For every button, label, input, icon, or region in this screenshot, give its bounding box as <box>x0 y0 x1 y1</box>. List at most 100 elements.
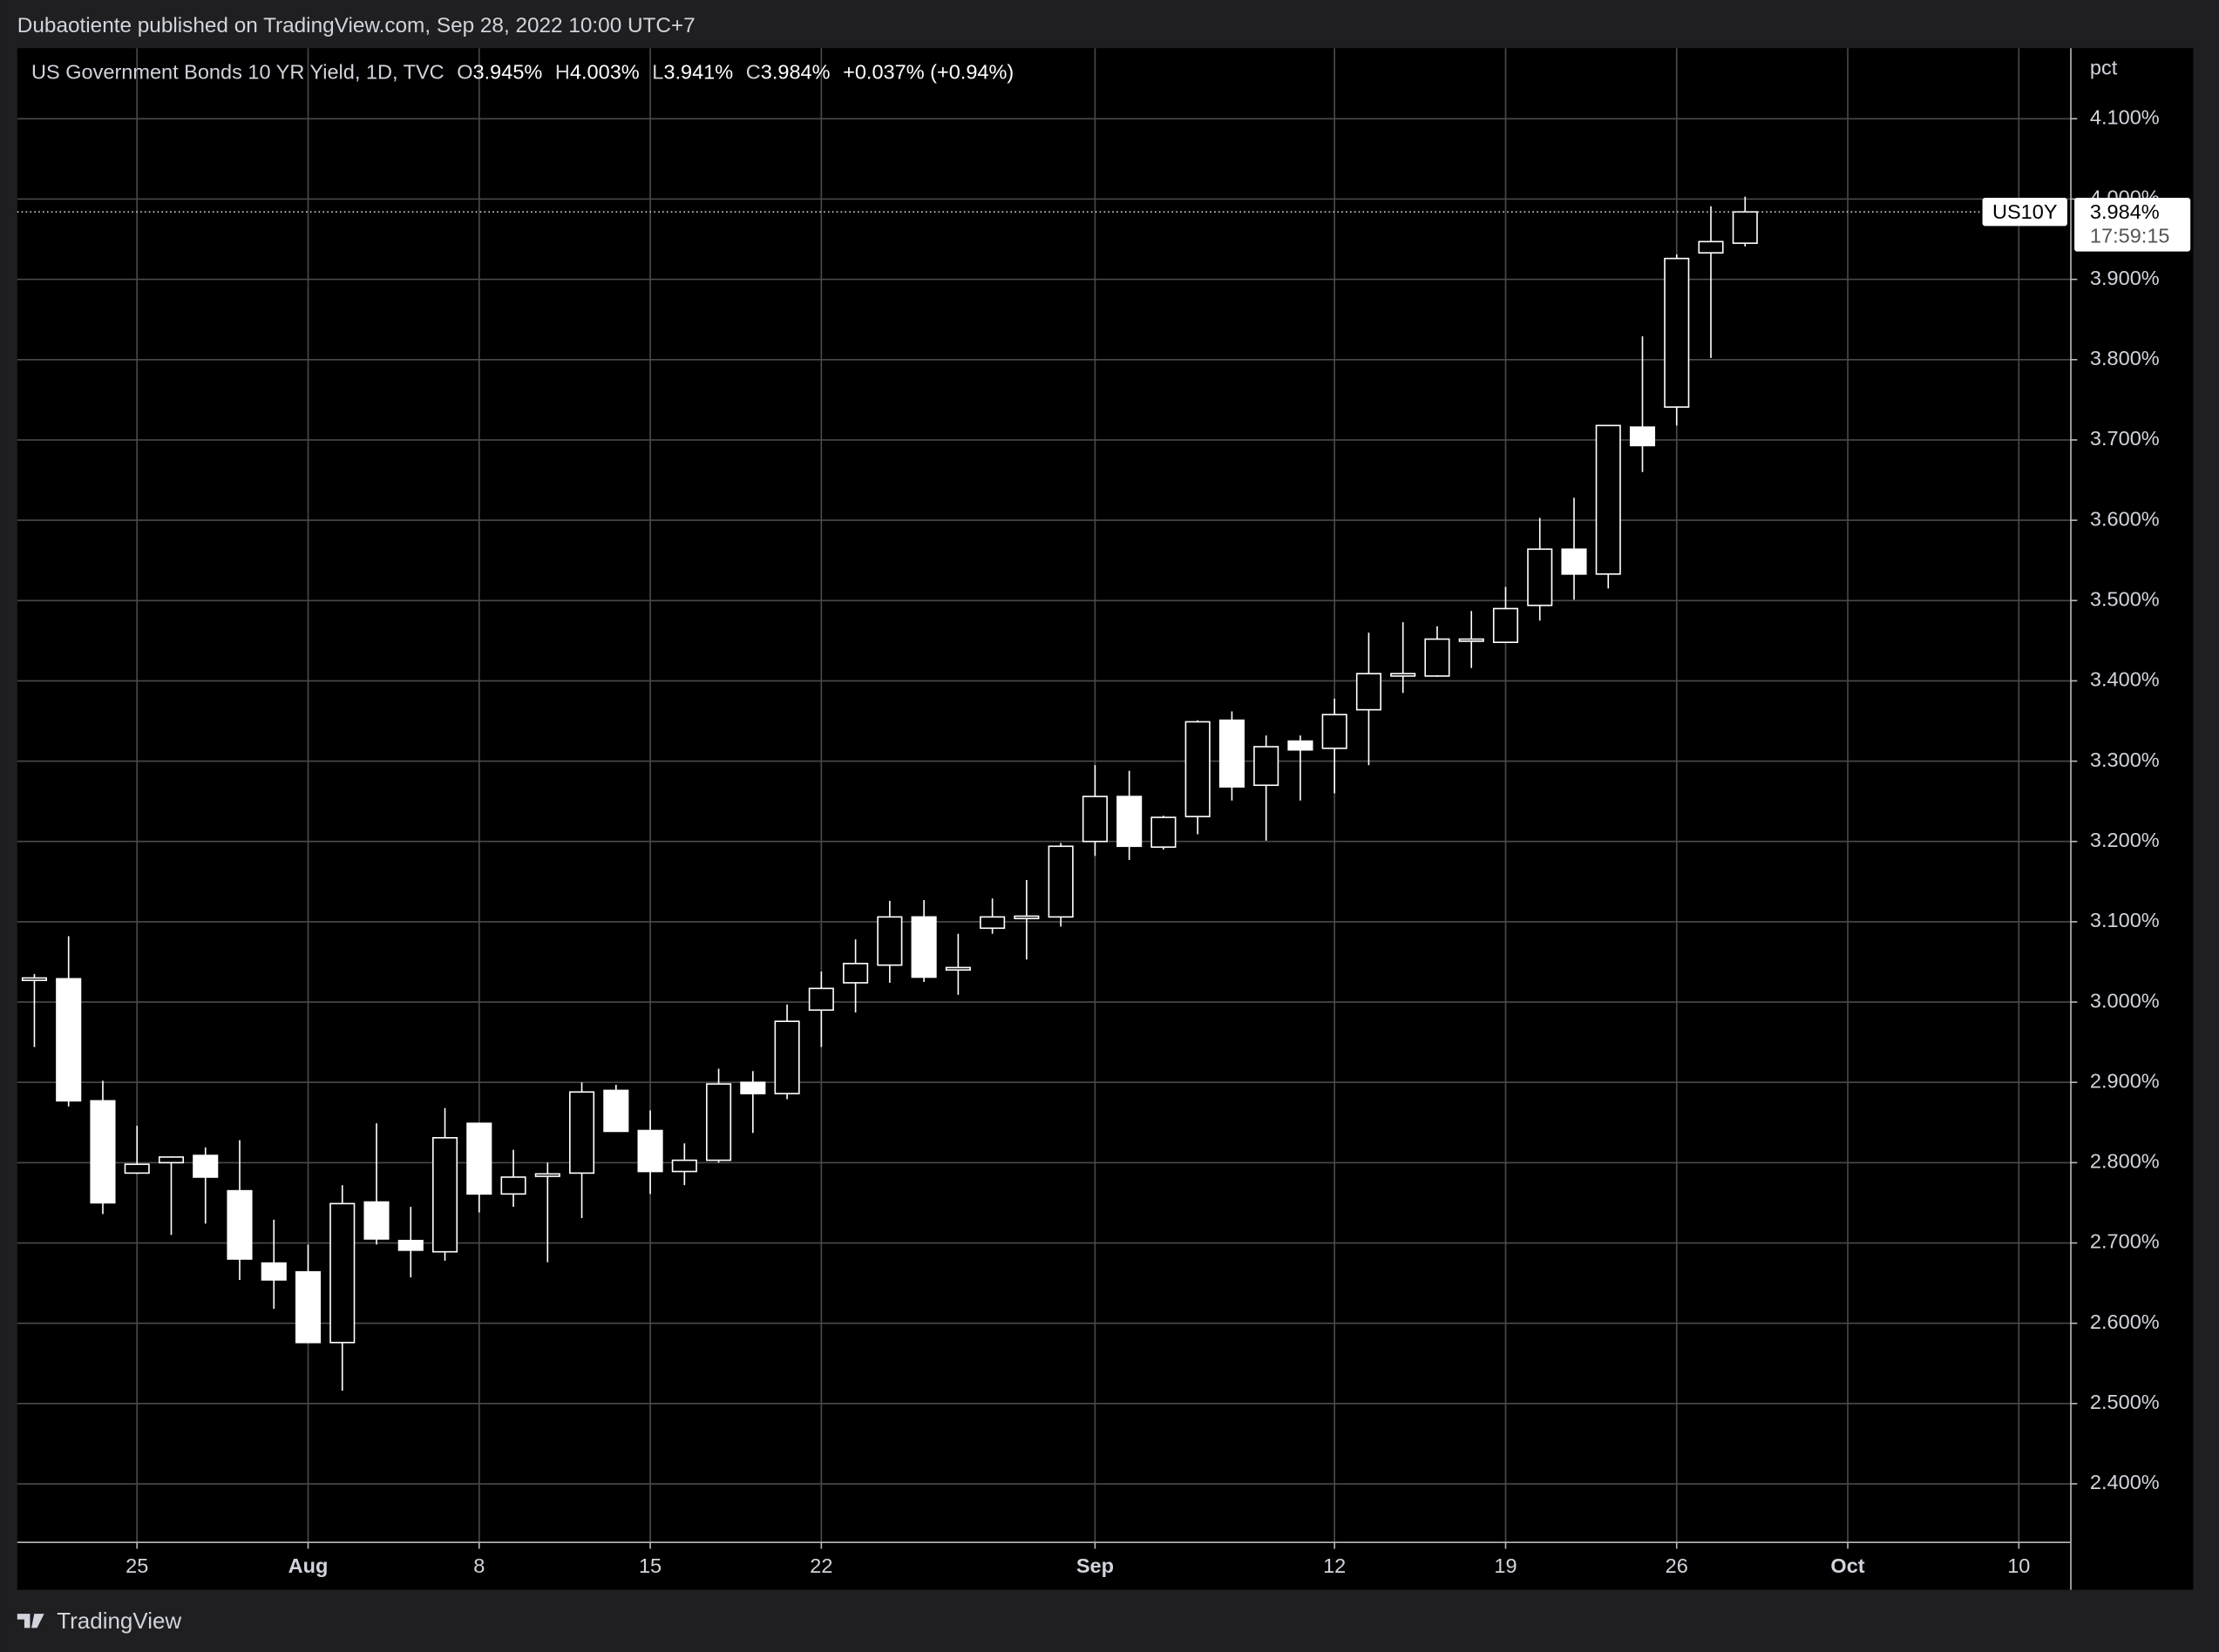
candle-body <box>193 1154 219 1178</box>
x-tick-label: 8 <box>473 1554 485 1577</box>
candle-body <box>1561 548 1587 575</box>
candle-body <box>1492 607 1519 643</box>
y-tick-label: 3.500% <box>2090 587 2160 610</box>
candle-body <box>261 1262 287 1281</box>
y-unit: pct <box>2090 57 2118 79</box>
candle-body <box>877 916 903 966</box>
candle-body <box>671 1159 697 1173</box>
last-price-box <box>2074 197 2191 252</box>
logo-icon <box>17 1614 44 1628</box>
candle-body <box>329 1202 356 1344</box>
candle-body <box>808 987 834 1012</box>
legend-key: O <box>457 61 472 84</box>
y-tick-label: 3.800% <box>2090 347 2160 369</box>
candle-body <box>90 1100 116 1204</box>
candle-body <box>569 1091 595 1175</box>
candle-body <box>1664 257 1690 408</box>
y-tick-label: 2.400% <box>2090 1471 2160 1493</box>
last-price-label: 3.984% <box>2090 200 2160 223</box>
candle-body <box>603 1089 629 1133</box>
candle-body <box>21 977 48 981</box>
candle-body <box>1184 721 1211 817</box>
candle-body <box>431 1137 458 1253</box>
candle-body <box>740 1081 766 1094</box>
candle-body <box>1082 796 1108 843</box>
candle-body <box>1116 796 1143 848</box>
candle-body <box>1595 424 1621 575</box>
candle-body <box>295 1270 322 1344</box>
candle-body <box>1287 740 1313 751</box>
x-tick-label: Oct <box>1830 1554 1864 1577</box>
candle-body <box>843 963 869 984</box>
y-tick-label: 3.000% <box>2090 989 2160 1012</box>
legend: US Government Bonds 10 YR Yield, 1D, TVC… <box>31 61 1014 84</box>
published-note: Dubaotiente published on TradingView.com… <box>17 14 696 37</box>
candle-body <box>1014 915 1040 920</box>
legend-key: C <box>746 61 761 84</box>
candle-body <box>945 966 971 972</box>
candle-body <box>1458 638 1484 642</box>
x-tick-label: 22 <box>810 1554 832 1577</box>
candle-body <box>397 1239 424 1251</box>
legend-key: L <box>652 61 663 84</box>
candle-body <box>1355 673 1382 711</box>
candle-body <box>1698 240 1724 254</box>
candle-body <box>363 1201 390 1240</box>
candle-body <box>534 1173 560 1177</box>
legend-key: H <box>555 61 570 84</box>
y-tick-label: 3.300% <box>2090 748 2160 771</box>
x-tick-label: 15 <box>639 1554 662 1577</box>
x-tick-label: 10 <box>2007 1554 2030 1577</box>
candle-body <box>1424 638 1450 677</box>
legend-value: 3.945% <box>473 61 543 84</box>
legend-change: +0.037% (+0.94%) <box>843 61 1014 84</box>
symbol-title: US Government Bonds 10 YR Yield, 1D, TVC <box>31 61 444 84</box>
y-tick-label: 3.200% <box>2090 829 2160 851</box>
y-tick-label: 3.100% <box>2090 909 2160 931</box>
y-tick-label: 2.600% <box>2090 1310 2160 1333</box>
grid: 2.400% 2.500% 2.600% 2.700% 2.800% 2.900% 3.00… <box>17 48 2160 1577</box>
candle-body <box>980 916 1006 930</box>
legend-value: 4.003% <box>570 61 640 84</box>
x-tick-label: Aug <box>288 1554 329 1577</box>
footer-brand: TradingView <box>57 1608 181 1634</box>
y-tick-label: 4.100% <box>2090 106 2160 129</box>
candle-body <box>1150 816 1177 849</box>
candle-body <box>774 1020 800 1094</box>
symbol-tag: US10Y <box>1992 200 2058 223</box>
candle-body <box>1527 548 1553 606</box>
candle-body <box>1321 714 1347 749</box>
y-tick-label: 3.700% <box>2090 427 2160 450</box>
symbol-tag-box <box>1982 197 2067 227</box>
candle-body <box>911 916 937 978</box>
candle-body <box>637 1129 663 1173</box>
candle-body <box>500 1176 526 1195</box>
countdown: 17:59:15 <box>2090 225 2170 247</box>
candles <box>21 196 1758 1391</box>
y-tick-label: 3.900% <box>2090 267 2160 289</box>
y-tick-label: 2.700% <box>2090 1230 2160 1253</box>
candle-body <box>124 1163 150 1175</box>
x-tick-label: 26 <box>1666 1554 1688 1577</box>
legend-value: 3.941% <box>663 61 733 84</box>
x-tick-label: Sep <box>1076 1554 1114 1577</box>
candle-body <box>1390 673 1416 677</box>
candle-body <box>227 1189 253 1260</box>
candle-body <box>1732 211 1758 244</box>
y-tick-label: 3.600% <box>2090 507 2160 530</box>
legend-value: 3.984% <box>761 61 831 84</box>
x-tick-label: 25 <box>126 1554 148 1577</box>
candle-body <box>56 978 82 1102</box>
y-tick-label: 2.500% <box>2090 1391 2160 1413</box>
candle-body <box>706 1083 732 1161</box>
candle-body <box>466 1122 492 1195</box>
y-tick-label: 2.900% <box>2090 1069 2160 1092</box>
x-tick-label: 12 <box>1323 1554 1346 1577</box>
candle-body <box>1218 719 1245 788</box>
price-tags: US10Y 3.984%17:59:15 <box>17 197 2191 252</box>
logo: TradingView <box>17 1608 181 1634</box>
candle-body <box>158 1156 185 1164</box>
y-tick-label: 3.400% <box>2090 668 2160 691</box>
